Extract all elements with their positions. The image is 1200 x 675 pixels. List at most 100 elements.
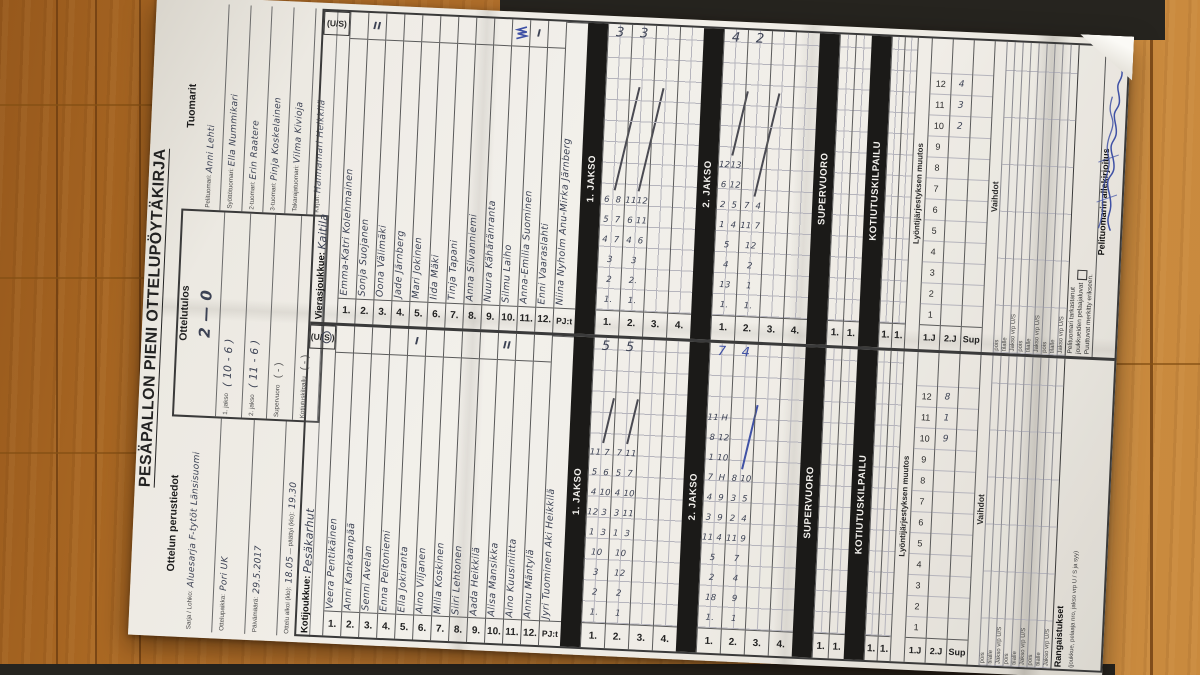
blue-scribble-mark	[514, 26, 529, 40]
us-mark: I	[414, 336, 420, 348]
score-digit: 10	[599, 487, 612, 499]
player-number: 3.	[359, 612, 378, 638]
plank-line	[95, 0, 97, 675]
lyonti-cell: 10	[914, 427, 936, 449]
score-entry: 12	[608, 563, 632, 584]
lyonti-cell: 1	[905, 615, 927, 638]
us-mark-cell	[386, 13, 405, 42]
player-column: Silmu Laiho 10.	[498, 19, 531, 331]
score-entry: 12	[739, 235, 763, 256]
result-label: 1. jakso	[222, 392, 231, 415]
lyonti-cell	[930, 532, 952, 555]
score-digit: 2	[606, 274, 613, 285]
player-number: 12.	[520, 619, 540, 646]
score-digit: 4	[722, 259, 729, 270]
score-entry: 2	[597, 269, 621, 290]
lyonti-cell	[967, 178, 989, 201]
lyonti-row-label: Sup	[946, 638, 968, 665]
score-digit: 2	[719, 199, 726, 210]
score-digit: 1.	[719, 299, 729, 310]
kotiutus-bar-text: KOTIUTUSKILPAILU	[867, 141, 883, 242]
score-digit: 6	[720, 179, 727, 190]
player-number: 1.	[337, 297, 356, 324]
score-digit: 11	[725, 533, 738, 545]
score-entry: 1.	[596, 289, 620, 310]
score-digit: 7	[733, 553, 740, 565]
score-digit: 10	[716, 453, 729, 464]
score-entry: 3 11	[611, 503, 635, 524]
score-digit: 3	[592, 567, 599, 578]
score-entry: 1.	[582, 602, 606, 623]
us-mark-cell: II	[497, 332, 517, 361]
strip-label: 4.	[782, 317, 808, 344]
score-digit: 13	[730, 159, 743, 171]
lyonti-cell: 4	[922, 239, 944, 262]
field-label: Päivämäärä:	[250, 596, 260, 633]
score-digit: 2	[708, 572, 715, 584]
tuomari-role-label: Pelituomari:	[204, 172, 214, 208]
player-number: 10.	[499, 304, 518, 331]
inning-total: 5	[625, 339, 635, 355]
strip-label: 2.	[734, 315, 760, 342]
jakso2-bar-text: 2. JAKSO	[686, 472, 700, 521]
lyonti-cell	[972, 73, 994, 96]
us-mark-cell: I	[530, 20, 549, 48]
us-mark-cell	[353, 326, 373, 354]
score-digit: 3	[624, 528, 631, 540]
strip-label: 1.	[595, 308, 620, 335]
lyonti-cell	[941, 282, 963, 305]
score-digit: 5	[591, 467, 598, 478]
lyonti-cell	[942, 261, 964, 284]
score-digit: 12	[718, 159, 731, 170]
lyonti-row-label: 1.J	[904, 636, 926, 663]
score-digit: 1.	[627, 295, 637, 306]
us-mark: II	[502, 340, 512, 352]
strip-label: 2.	[604, 623, 629, 650]
score-entry: 1.	[712, 294, 736, 315]
us-mark-cell	[443, 330, 463, 358]
scoresheet-paper: PESÄPALLON PIENI OTTELUPÖYTÄKIRJA Tuomar…	[127, 0, 1131, 675]
player-number: 8.	[449, 616, 468, 642]
lyonti-cell: 9	[927, 134, 949, 157]
score-entry: 7 11	[613, 443, 637, 464]
lyonti-cell: 8	[937, 386, 959, 408]
score-digit: 2	[746, 260, 753, 272]
circled-s-mark: S	[321, 330, 333, 343]
score-entry: 11 4	[702, 528, 726, 549]
score-digit: 7	[616, 448, 623, 459]
field-label: Ottelupaikka:	[218, 593, 227, 631]
player-number: 5.	[395, 613, 414, 640]
score-digit: 7	[754, 221, 761, 232]
lyonti-cell: 9	[913, 448, 935, 470]
lyonti-cell	[966, 199, 988, 222]
score-digit: 12	[717, 433, 730, 444]
inning-total: 3	[615, 25, 625, 41]
score-entry: 6 11	[624, 210, 648, 231]
score-digit: 7	[614, 214, 621, 225]
lyonti-cell	[968, 157, 990, 180]
jakso1-bar-text: 1. JAKSO	[584, 154, 598, 203]
lyonti-cell: 5	[909, 531, 931, 554]
lyonti-cell: 6	[910, 510, 932, 533]
inning-total: 4	[731, 30, 741, 46]
us-mark-cell	[479, 331, 499, 360]
lyonti-row-label: 2.J	[939, 324, 961, 351]
plank-seam	[0, 104, 168, 106]
lyonti-cell: 6	[924, 197, 946, 220]
right-edge-strip: Pelituomari tarkastanut joukkueiden pelaa…	[1064, 45, 1129, 358]
field-value-handwriting: 18.05	[284, 555, 296, 587]
strip-label: 1.	[842, 320, 859, 346]
tuomari-name-handwriting: Pinja Koskelainen	[270, 96, 284, 181]
score-digit: 10	[614, 548, 627, 560]
us-mark-cell	[350, 12, 369, 40]
score-digit: 3	[705, 512, 712, 523]
score-entry: 5	[715, 234, 739, 255]
lyonti-cell	[945, 198, 967, 221]
score-digit: H	[721, 413, 729, 424]
score-digit: 1	[614, 608, 622, 619]
score-digit: 3	[630, 255, 638, 266]
